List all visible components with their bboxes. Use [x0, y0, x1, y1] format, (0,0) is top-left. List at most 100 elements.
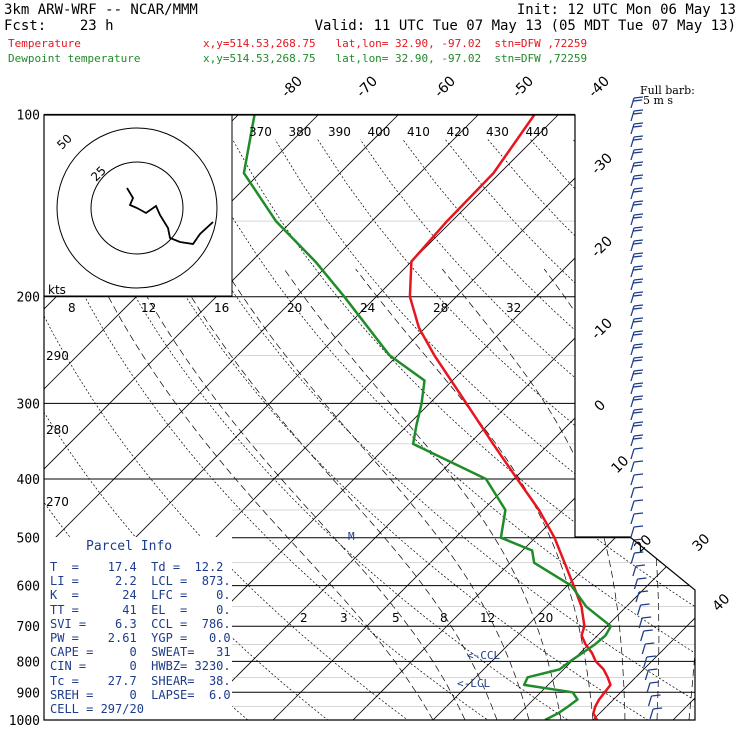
isotherm-label: 10 [609, 453, 633, 477]
mixing-ratio-label: 20 [538, 611, 553, 625]
parcel-info-row: LI = 2.2 LCL = 873. [50, 574, 231, 589]
wind-barb [630, 278, 644, 291]
parcel-info-panel [44, 537, 232, 725]
parcel-info-row: CIN = 0 HWBZ= 3230. [50, 659, 231, 674]
wind-barbs: Full barb:5 m s [630, 84, 695, 720]
wind-barb [630, 551, 644, 564]
theta-label: 370 [249, 125, 272, 139]
valid-time: Valid: 11 UTC Tue 07 May 13 (05 MDT Tue … [314, 18, 736, 34]
wind-barb [630, 382, 644, 395]
wind-barb [630, 460, 644, 473]
wind-barb [630, 96, 644, 109]
wind-barb [630, 395, 644, 408]
mixing-ratio-label: 16 [214, 301, 229, 315]
parcel-info-row: Tc = 27.7 SHEAR= 38. [50, 673, 231, 688]
wind-barb [636, 603, 650, 616]
wind-barb [630, 265, 644, 278]
dewpoint-line [242, 115, 613, 720]
parcel-info-row: PW = 2.61 YGP = 0.0 [50, 631, 231, 645]
pressure-label: 400 [17, 473, 40, 488]
wind-barb [649, 707, 663, 720]
pressure-label: 100 [17, 108, 40, 123]
temperature-info: x,y=514.53,268.75 lat,lon= 32.90, -97.02… [203, 37, 588, 50]
isotherm-label: -10 [589, 315, 616, 342]
pressure-label: 300 [17, 397, 40, 412]
wind-barb [630, 317, 644, 330]
mixing-ratio-label: 20 [287, 301, 302, 315]
mixing-ratio-label: 8 [68, 301, 76, 315]
mixing-ratio-label: 12 [141, 301, 156, 315]
theta-side-label: 270 [46, 495, 69, 509]
isotherm-label: -30 [589, 150, 616, 177]
parcel-info-row: CAPE = 0 SWEAT= 31 [50, 645, 231, 660]
wind-barb [630, 538, 644, 551]
wind-barb [630, 239, 644, 252]
parcel-info-row: SVI = 6.3 CCL = 786. [50, 616, 231, 631]
wind-barb [633, 577, 647, 590]
theta-label: 380 [289, 125, 312, 139]
lcl-marker: <-LCL [457, 677, 491, 690]
theta-label: 420 [447, 125, 470, 139]
wind-barb [635, 590, 649, 603]
wind-barb [630, 512, 644, 525]
isotherm-label: -60 [432, 73, 459, 100]
wind-barb [630, 161, 644, 174]
theta-side-label: 280 [46, 423, 69, 437]
wind-barb [641, 642, 655, 655]
pressure-label: 600 [17, 580, 40, 595]
wind-barb [630, 200, 644, 213]
isotherm-label: 40 [710, 591, 734, 615]
parcel-info-row: T = 17.4 Td = 12.2 [50, 560, 224, 574]
parcel-info-title: Parcel Info [86, 539, 173, 554]
wind-barb [630, 525, 644, 538]
isotherm-label: -50 [510, 73, 537, 100]
parcel-info-row: SREH = 0 LAPSE= 6.0 [50, 687, 231, 702]
m-marker: M [348, 530, 355, 543]
mixing-ratio-label: 32 [506, 301, 521, 315]
isotherm-label: 20 [632, 532, 656, 556]
wind-barb [630, 135, 644, 148]
dewpoint-info: x,y=514.53,268.75 lat,lon= 32.90, -97.02… [203, 52, 588, 65]
ccl-marker: <-CCL [467, 649, 501, 662]
kts-label: kts [48, 283, 66, 297]
init-time: Init: 12 UTC Mon 06 May 13 [516, 2, 736, 18]
mixing-ratio-label: 3 [340, 611, 348, 625]
forecast-hour: Fcst: 23 h [4, 18, 114, 34]
wind-barb [630, 213, 644, 226]
parcel-info-row: TT = 41 EL = 0. [50, 602, 231, 617]
wind-barb [630, 434, 644, 447]
barb-legend-label: Full barb: [640, 84, 695, 97]
theta-label: 410 [407, 125, 430, 139]
mixing-ratio-label: 8 [440, 611, 448, 625]
mixing-ratio-label: 5 [392, 611, 400, 625]
barb-legend-units: 5 m s [643, 94, 673, 107]
wind-barb [640, 629, 653, 642]
isotherm-label: -20 [589, 233, 616, 260]
mixing-ratio-label: 12 [480, 611, 495, 625]
parcel-info-row: K = 24 LFC = 0. [50, 588, 231, 603]
wind-barb [630, 486, 644, 499]
wind-barb [630, 473, 644, 486]
wind-barb [630, 499, 644, 512]
parcel-info-row: CELL = 297/20 [50, 702, 144, 716]
wind-barb [630, 330, 644, 343]
pressure-label: 1000 [9, 714, 40, 729]
mixing-ratio-label: 2 [300, 611, 308, 625]
wind-barb [638, 616, 652, 629]
wind-barb [647, 694, 661, 707]
theta-side-label: 290 [46, 349, 69, 363]
isotherm-label: -40 [586, 73, 613, 100]
wind-barb [630, 304, 644, 317]
theta-label: 430 [486, 125, 509, 139]
pressure-label: 800 [17, 655, 40, 670]
wind-barb [630, 109, 644, 122]
wind-barb [630, 447, 644, 460]
wind-barb [632, 564, 645, 577]
theta-label: 390 [328, 125, 351, 139]
plot-frame [43, 114, 696, 721]
wind-barb [630, 252, 644, 265]
isotherm-label: -80 [279, 73, 306, 100]
theta-label: 440 [526, 125, 549, 139]
